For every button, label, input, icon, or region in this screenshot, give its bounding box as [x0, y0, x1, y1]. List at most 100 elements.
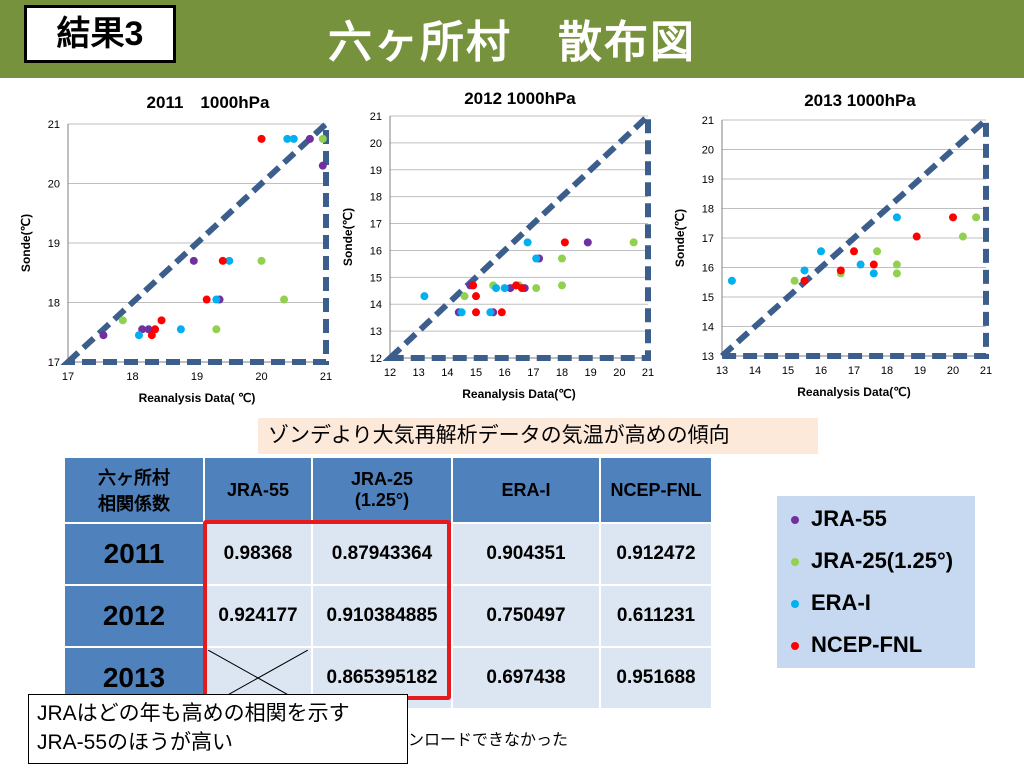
y-tick-label: 14 [370, 299, 382, 311]
legend-label: ERA-I [811, 590, 871, 615]
one-to-one-triangle [60, 117, 329, 365]
x-tick-label: 20 [947, 365, 959, 377]
data-point [869, 269, 878, 278]
data-point [257, 134, 266, 143]
y-tick-label: 12 [370, 353, 382, 365]
data-point [500, 284, 509, 293]
legend-label: JRA-25(1.25°) [811, 548, 954, 573]
trend-note: ゾンデより大気再解析データの気温が高めの傾向 [258, 418, 818, 454]
data-point [305, 134, 314, 143]
data-point [189, 256, 198, 265]
data-point [560, 238, 569, 247]
scatter-svg-2012: 2012 1000hPa 12 13 14 15 16 17 18 19 20 21 12 13 14 15… [341, 89, 654, 401]
data-point [850, 247, 858, 256]
data-point [218, 256, 227, 265]
data-point [118, 316, 127, 325]
x-tick-label: 19 [914, 365, 926, 377]
x-tick-label: 13 [716, 365, 728, 377]
value-cell: 0.904351 [451, 522, 601, 586]
y-tick-label: 13 [702, 351, 714, 363]
data-point [472, 292, 480, 301]
y-tick-label: 20 [370, 138, 382, 150]
data-point [280, 295, 289, 304]
value-cell: 0.924177 [203, 584, 313, 648]
y-tick-label: 15 [702, 292, 714, 304]
chart-title: 2013 1000hPa [804, 91, 916, 110]
data-point [532, 254, 541, 263]
x-tick-label: 17 [62, 371, 74, 383]
x-tick-label: 12 [384, 367, 396, 379]
value-cell: 0.951688 [599, 646, 713, 710]
one-to-one-triangle [382, 109, 651, 361]
data-point [912, 232, 921, 241]
column-header-jra25-name: JRA-25 [350, 469, 414, 489]
x-tick-label: 21 [980, 365, 992, 377]
column-header-jra25: JRA-25 (1.25°) [311, 456, 453, 524]
data-point [558, 281, 566, 290]
data-point [873, 247, 882, 256]
data-point [497, 308, 506, 317]
page-title: 六ヶ所村 散布図 [328, 18, 696, 67]
y-tick-label: 16 [370, 245, 382, 257]
y-tick-label: 18 [370, 192, 382, 204]
y-tick-label: 21 [370, 111, 382, 123]
table-row: 2011 0.98368 0.87943364 0.904351 0.91247… [63, 522, 713, 586]
corner-header: 六ヶ所村 相関係数 [63, 456, 205, 524]
year-cell: 2012 [63, 584, 205, 648]
download-note: ンロードできなかった [408, 732, 569, 749]
header-bar: 結果3 六ヶ所村 散布図 [0, 0, 1024, 78]
summary-callout: JRAはどの年も高めの相関を示す JRA-55のほうが高い [28, 694, 408, 764]
scatter-svg-2013: 2013 1000hPa 13 14 15 16 17 18 19 20 21 13 14 15 16 17… [673, 91, 992, 399]
x-tick-label: 18 [881, 365, 893, 377]
data-point [869, 260, 878, 269]
data-point [151, 325, 160, 334]
data-point [257, 256, 266, 265]
x-tick-label: 14 [441, 367, 453, 379]
y-tick-label: 21 [702, 115, 714, 127]
data-point [460, 292, 469, 301]
x-tick-label: 15 [782, 365, 794, 377]
legend-item-jra55: JRA-55 [791, 506, 887, 532]
y-tick-label: 14 [702, 322, 714, 334]
chart-title: 2011 1000hPa [147, 93, 270, 112]
y-tick-label: 21 [48, 119, 60, 131]
scatter-chart-2011: 2011 1000hPa 17 18 19 20 21 17 18 19 20 21 Reanalys… [18, 86, 340, 416]
data-point [532, 284, 541, 293]
x-tick-label: 17 [527, 367, 539, 379]
data-point [457, 308, 466, 317]
jra-highlight-box [203, 520, 451, 700]
x-tick-label: 20 [613, 367, 625, 379]
chart-title: 2012 1000hPa [464, 89, 576, 108]
value-cell: 0.98368 [203, 522, 313, 586]
year-cell: 2011 [63, 522, 205, 586]
data-point [472, 308, 480, 317]
value-cell: 0.87943364 [311, 522, 453, 586]
x-axis-label: Reanalysis Data(℃) [797, 385, 911, 399]
x-axis-label: Reanalysis Data(℃) [462, 387, 576, 401]
data-point [523, 238, 532, 247]
value-cell: 0.697438 [451, 646, 601, 710]
data-point [892, 269, 901, 278]
x-tick-label: 19 [585, 367, 597, 379]
data-point [283, 134, 292, 143]
column-header-erai: ERA-I [451, 456, 601, 524]
one-to-one-triangle [714, 113, 989, 359]
data-point [486, 308, 495, 317]
value-cell: 0.912472 [599, 522, 713, 586]
x-tick-label: 20 [255, 371, 267, 383]
y-axis-label: Sonde(℃) [341, 208, 355, 266]
x-tick-label: 19 [191, 371, 203, 383]
x-tick-label: 21 [320, 371, 332, 383]
data-point [289, 134, 298, 143]
legend-label: NCEP-FNL [811, 632, 923, 657]
column-header-ncep: NCEP-FNL [599, 456, 713, 524]
legend-dot-icon [791, 516, 799, 525]
callout-line-2: JRA-55のほうが高い [37, 731, 234, 754]
column-header-jra25-res: (1.25°) [354, 490, 410, 510]
y-tick-label: 17 [370, 219, 382, 231]
x-tick-label: 16 [815, 365, 827, 377]
data-point [212, 325, 221, 334]
data-point [202, 295, 211, 304]
data-point [420, 292, 429, 301]
x-tick-label: 16 [499, 367, 511, 379]
